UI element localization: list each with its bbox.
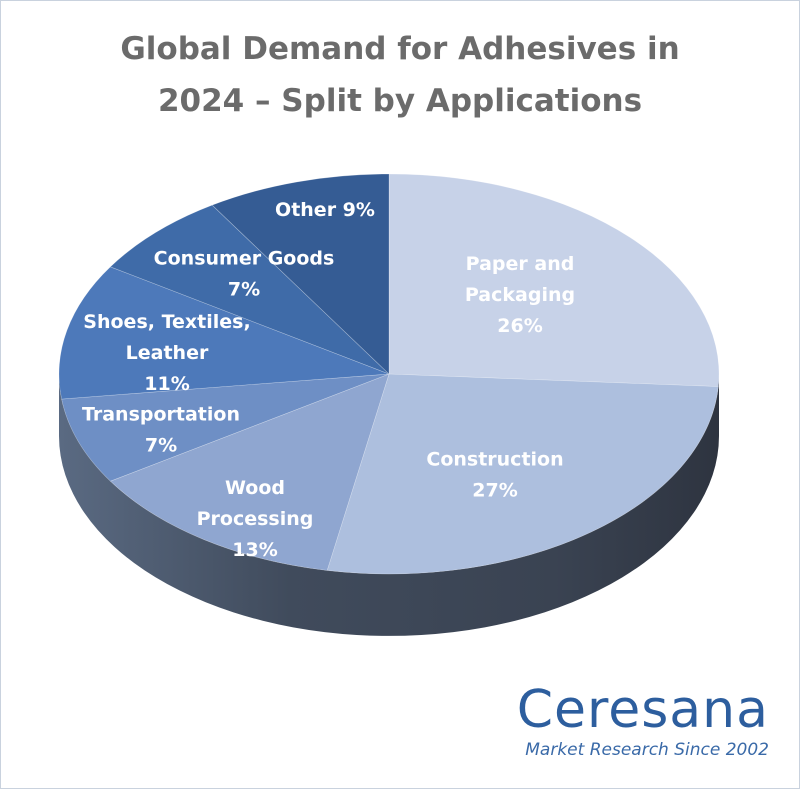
pie-slice-label-line: Packaging — [465, 284, 575, 306]
pie-slice-label-line: Consumer Goods — [154, 248, 335, 270]
pie-slice — [61, 373, 390, 482]
pie-top — [58, 173, 720, 575]
chart-title: Global Demand for Adhesives in 2024 – Sp… — [1, 23, 799, 127]
pie-side-wall-shape — [59, 374, 719, 636]
pie-slice-label-line: 13% — [232, 539, 277, 561]
pie-slice-label-line: Paper and — [466, 253, 575, 275]
pie-slice-label: Paper and Packaging 26% — [465, 253, 575, 337]
pie-slice-label-line: 11% — [144, 373, 189, 395]
ceresana-logo: Ceresana Market Research Since 2002 — [469, 681, 769, 761]
pie-slice-label-line: 7% — [228, 279, 260, 301]
pie-slice-label-line: 7% — [145, 435, 177, 457]
pie-slice-label: Construction 27% — [426, 449, 563, 502]
logo-tagline: Market Research Since 2002 — [525, 740, 769, 760]
pie-slice-label-line: 26% — [497, 315, 542, 337]
pie-slice-label-line: Wood — [225, 477, 285, 499]
pie-slice — [109, 204, 390, 375]
pie-slice — [58, 266, 390, 400]
pie-slice-label: Consumer Goods 7% — [154, 248, 335, 301]
chart-title-line-2: 2024 – Split by Applications — [157, 83, 643, 119]
pie-slice-label: Other 9% — [275, 199, 375, 221]
pie-slice — [388, 173, 720, 387]
pie-slice — [326, 373, 719, 575]
pie-slice — [211, 173, 390, 375]
pie-slice — [109, 373, 390, 571]
chart-title-line-1: Global Demand for Adhesives in — [120, 31, 680, 67]
pie-slice-label-line: 27% — [472, 480, 517, 502]
pie-slice-label: Wood Processing 13% — [197, 477, 314, 561]
pie-slice-label-line: Processing — [197, 508, 314, 530]
pie-slice-label-line: Shoes, Textiles, — [83, 311, 250, 333]
logo-name: Ceresana — [516, 680, 769, 740]
pie-slice-label: Shoes, Textiles, Leather 11% — [83, 311, 250, 395]
pie-labels: Paper and Packaging 26% Construction 27% Wood… — [82, 199, 575, 561]
pie-side-wall — [59, 374, 719, 636]
pie-slice-label: Transportation 7% — [82, 404, 240, 457]
pie-slice-label-line: Construction — [426, 449, 563, 471]
pie-slice-label-line: Other 9% — [275, 199, 375, 221]
pie-slice-label-line: Transportation — [82, 404, 240, 426]
pie-slice-label-line: Leather — [126, 342, 209, 364]
